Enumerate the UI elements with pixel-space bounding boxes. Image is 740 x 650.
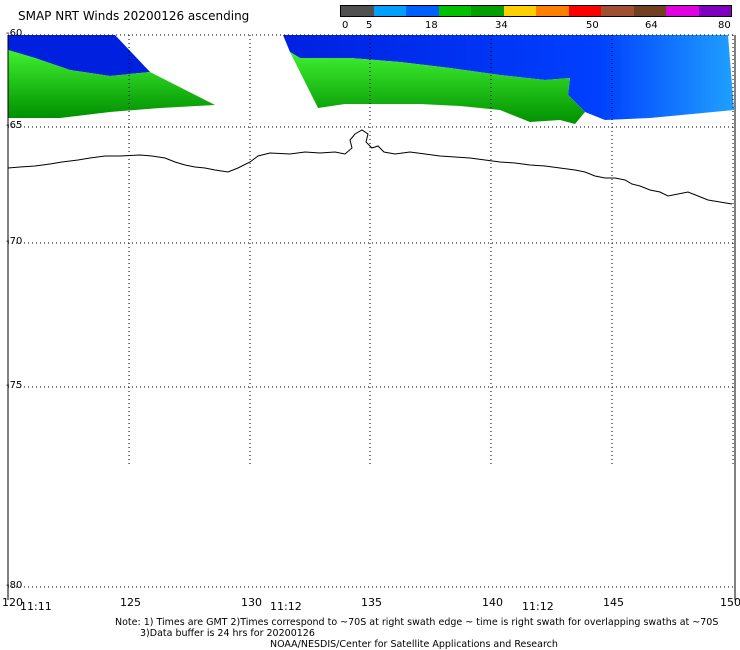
credit-line: NOAA/NESDIS/Center for Satellite Applica… [270,639,558,650]
swath-time: 11:11 [20,600,52,613]
wind-speed-colorbar [340,5,732,17]
left-swath-green [8,50,215,118]
colorbar-label-18: 18 [425,20,438,31]
note-line-1: Note: 1) Times are GMT 2)Times correspon… [115,617,719,628]
colorbar-label-34: 34 [495,20,508,31]
lat-label-70: -70 [6,236,23,247]
colorbar-segment [438,6,471,16]
colorbar-segment [536,6,569,16]
colorbar-segment [503,6,536,16]
lat-label-75: -75 [6,380,23,391]
lon-label-145: 145 [603,596,624,609]
colorbar-segment [406,6,439,16]
coastline [7,129,733,205]
colorbar-label-0: 0 [342,20,349,31]
left-swath-blue [8,35,150,76]
lat-label-80: -80 [6,580,23,591]
colorbar-segment [471,6,504,16]
colorbar-label-80: 80 [718,20,731,31]
colorbar-segment [666,6,699,16]
lon-label-125: 125 [120,596,141,609]
colorbar-label-5: 5 [366,20,373,31]
swath-time: 11:12 [522,600,554,613]
note-line-2: 3)Data buffer is 24 hrs for 20200126 [140,628,315,639]
swath-time: 11:12 [270,600,302,613]
colorbar-segment [568,6,601,16]
lat-label-65: -65 [6,120,23,131]
map-title: SMAP NRT Winds 20200126 ascending [18,9,250,23]
lon-label-120: 120 [2,596,23,609]
colorbar-label-50: 50 [586,20,599,31]
lon-label-150: 150 [720,596,740,609]
lon-label-130: 130 [241,596,262,609]
right-swath-green [290,52,585,124]
right-swath-blue [283,35,734,120]
colorbar-segment [698,6,731,16]
colorbar-segment [341,6,374,16]
colorbar-label-64: 64 [645,20,658,31]
lon-label-140: 140 [482,596,503,609]
lon-label-135: 135 [361,596,382,609]
colorbar-segment [601,6,634,16]
lat-label-60: -60 [6,28,23,39]
colorbar-segment [373,6,406,16]
colorbar-segment [633,6,666,16]
